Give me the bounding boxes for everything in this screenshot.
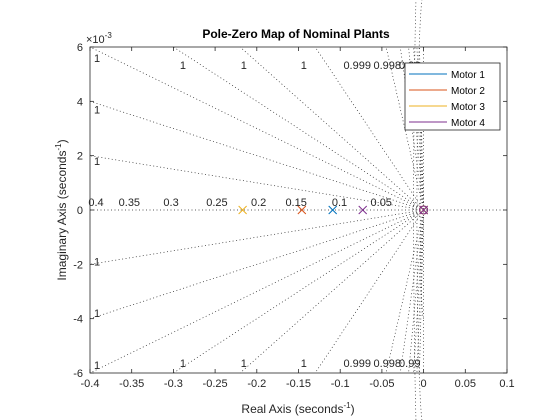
- damping-label-horizontal: 0.4: [88, 197, 103, 209]
- x-tick-label: -0.1: [331, 378, 350, 390]
- damping-label-horizontal: 0.25: [206, 197, 227, 209]
- damping-label-bottom: 1: [241, 358, 247, 370]
- y-axis-label-text: Imaginary Axis (seconds: [55, 151, 69, 281]
- pole-marker: [297, 205, 307, 215]
- y-axis-label-sup: -1: [54, 143, 63, 151]
- damping-ray: [399, 209, 424, 374]
- frequency-arc: [419, 100, 424, 320]
- y-exponent-power: -3: [105, 31, 113, 40]
- damping-ray: [239, 46, 424, 211]
- damping-ray: [173, 46, 424, 211]
- damping-ray: [89, 46, 424, 211]
- pole-marker: [238, 205, 247, 215]
- x-axis-label-text: Real Axis (seconds: [241, 402, 343, 416]
- damping-label-top: 0.999: [343, 60, 371, 72]
- damping-ray: [399, 46, 424, 211]
- y-axis-label-close: ): [55, 139, 69, 143]
- legend: Motor 1 Motor 2 Motor 3 Motor 4: [404, 62, 501, 131]
- y-tick-label: -4: [73, 314, 83, 326]
- damping-ray: [239, 209, 424, 374]
- damping-label-horizontal: 0.2: [251, 197, 266, 209]
- damping-ray: [173, 209, 424, 374]
- y-tick-label: 2: [77, 151, 83, 163]
- y-tick-label: 6: [77, 42, 83, 54]
- damping-label-left: 1: [94, 360, 100, 372]
- damping-label-horizontal: 0.3: [163, 197, 178, 209]
- damping-label-bottom: 1: [301, 358, 307, 370]
- damping-label-bottom: 0.999: [343, 358, 371, 370]
- damping-label-horizontal: 0.05: [371, 197, 392, 209]
- damping-label-horizontal: 0.35: [119, 197, 140, 209]
- y-exponent-base: ×10: [86, 34, 105, 46]
- frequency-arc: [416, 0, 423, 420]
- y-axis-label: Imaginary Axis (seconds-1): [54, 139, 69, 280]
- x-tick-label: -0.05: [369, 378, 394, 390]
- x-tick-label: 0: [421, 378, 427, 390]
- y-tick-label: 4: [77, 96, 83, 108]
- damping-label-horizontal: 0.1: [332, 197, 347, 209]
- y-tick-label: -6: [73, 368, 83, 380]
- damping-label-top: 0.998: [373, 60, 401, 72]
- legend-label: Motor 1: [451, 70, 485, 81]
- damping-ray: [89, 209, 424, 374]
- y-tick-label: -2: [73, 259, 83, 271]
- x-tick-label: -0.2: [247, 378, 266, 390]
- damping-label-bottom: 1: [180, 358, 186, 370]
- x-tick-label: -0.4: [81, 378, 100, 390]
- damping-label-left: 1: [94, 308, 100, 320]
- damping-label-top: 1: [241, 60, 247, 72]
- x-tick-label: -0.35: [119, 378, 144, 390]
- pole-marker: [358, 205, 368, 215]
- zero-marker: [419, 205, 429, 215]
- axis-ticks: -0.4 -0.35 -0.3 -0.25 -0.2 -0.15 -0.1 -0.05 0 0.0…: [73, 42, 514, 390]
- damping-label-top: 1: [180, 60, 186, 72]
- damping-label-left: 1: [94, 53, 100, 65]
- legend-label: Motor 2: [451, 86, 485, 97]
- x-tick-label: -0.25: [203, 378, 228, 390]
- damping-label-bottom: 0.99: [399, 358, 420, 370]
- y-tick-label: 0: [77, 205, 83, 217]
- damping-label-top: 1: [301, 60, 307, 72]
- x-tick-label: 0.1: [499, 378, 514, 390]
- damping-label-bottom: 0.998: [373, 358, 401, 370]
- x-axis-label-sup: -1: [343, 401, 351, 410]
- x-axis-label-close: ): [351, 402, 355, 416]
- legend-label: Motor 3: [451, 102, 485, 113]
- x-axis-label: Real Axis (seconds-1): [241, 401, 354, 416]
- damping-ray: [89, 155, 424, 211]
- x-tick-label: -0.3: [164, 378, 183, 390]
- x-tick-label: -0.15: [286, 378, 311, 390]
- damping-ray: [89, 209, 424, 265]
- damping-label-horizontal: 0.15: [285, 197, 306, 209]
- damping-label-left: 1: [94, 104, 100, 116]
- x-tick-label: 0.05: [455, 378, 476, 390]
- damping-label-left: 1: [94, 156, 100, 168]
- pole-zero-markers: [238, 205, 429, 215]
- damping-ray: [89, 101, 424, 211]
- chart-title: Pole-Zero Map of Nominal Plants: [202, 27, 390, 41]
- legend-label: Motor 4: [451, 118, 485, 129]
- damping-label-left: 1: [94, 257, 100, 269]
- y-exponent-label: ×10-3: [86, 31, 112, 46]
- damping-ray: [89, 209, 424, 319]
- pole-marker: [328, 205, 338, 215]
